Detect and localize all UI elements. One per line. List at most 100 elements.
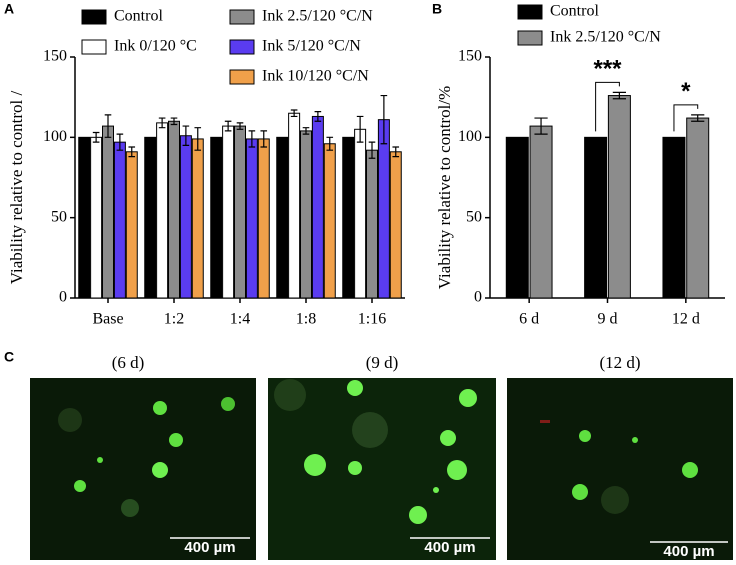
error-bar: [392, 146, 400, 158]
micrograph: [507, 378, 733, 560]
y-axis-label: Viability relative to control/%: [435, 86, 454, 289]
x-tick-label: 9 d: [598, 311, 618, 328]
error-bar: [356, 115, 364, 143]
error-bar: [612, 91, 626, 100]
legend-label: Ink 0/120 °C: [114, 38, 197, 55]
error-bar: [224, 120, 232, 132]
significance-label: ***: [593, 56, 622, 83]
bar: [125, 151, 138, 299]
significance-bracket: [595, 81, 620, 132]
error-bar: [534, 117, 548, 135]
error-bar: [248, 130, 256, 148]
error-bar: [194, 127, 202, 151]
error-bar: [290, 109, 298, 118]
legend-swatch: [81, 9, 107, 25]
image-caption: (9 d): [366, 353, 399, 372]
bar: [389, 151, 402, 299]
significance-label: *: [681, 78, 691, 105]
bar: [354, 128, 367, 299]
legend-label: Ink 2.5/120 °C/N: [262, 8, 373, 25]
bar: [505, 136, 529, 299]
y-tick-label: 150: [458, 48, 482, 65]
error-bar: [104, 114, 112, 138]
legend-swatch: [229, 69, 255, 85]
y-tick-label: 0: [474, 289, 482, 306]
bar: [377, 119, 390, 299]
legend-label: Ink 10/120 °C/N: [262, 68, 369, 85]
bar: [191, 138, 204, 299]
x-tick-label: 1:4: [230, 311, 250, 328]
legend-swatch: [517, 4, 543, 20]
bar: [90, 136, 103, 299]
y-tick-label: 50: [466, 208, 482, 225]
bar: [156, 122, 169, 299]
error-bar: [182, 125, 190, 146]
bar: [179, 135, 192, 299]
image-caption: (12 d): [599, 353, 640, 372]
bar: [276, 136, 289, 299]
bar: [342, 136, 355, 299]
bar: [686, 117, 710, 299]
bar: [662, 136, 686, 299]
bar: [168, 120, 180, 299]
bar: [288, 112, 301, 299]
bar: [323, 143, 336, 299]
bar: [300, 130, 312, 299]
y-tick-label: 50: [51, 208, 67, 225]
error-bar: [380, 94, 388, 145]
bar: [144, 136, 157, 299]
error-bar: [158, 117, 166, 129]
bar: [607, 95, 631, 299]
y-tick-label: 0: [59, 289, 67, 306]
error-bar: [691, 114, 705, 122]
bar: [210, 136, 223, 299]
legend-label: Ink 5/120 °C/N: [262, 38, 361, 55]
error-bar: [260, 130, 268, 148]
error-bar: [302, 127, 310, 135]
bar: [234, 125, 246, 299]
legend-swatch: [229, 9, 255, 25]
legend-swatch: [81, 39, 107, 55]
x-tick-label: 1:2: [164, 311, 184, 328]
legend-swatch: [229, 39, 255, 55]
panel-label: C: [4, 349, 14, 365]
y-tick-label: 150: [43, 48, 67, 65]
micrograph: [268, 378, 496, 560]
error-bar: [170, 117, 178, 126]
scale-bar-label: 400 µm: [184, 539, 235, 556]
y-tick-label: 100: [458, 128, 482, 145]
panel-label: A: [4, 1, 14, 17]
error-bar: [368, 141, 376, 159]
bar: [245, 138, 258, 299]
legend-label: Control: [550, 3, 599, 20]
legend-swatch: [517, 30, 543, 46]
bar: [222, 125, 235, 299]
bar: [113, 141, 126, 299]
error-bar: [116, 133, 124, 151]
bar: [529, 125, 553, 299]
y-tick-label: 100: [43, 128, 67, 145]
legend-label: Control: [114, 8, 163, 25]
panel-label: B: [432, 1, 442, 17]
bar: [78, 136, 91, 299]
error-bar: [128, 146, 136, 158]
error-bar: [314, 111, 322, 122]
scale-bar-label: 400 µm: [424, 539, 475, 556]
bar: [311, 115, 324, 299]
bar: [584, 136, 608, 299]
legend-label: Ink 2.5/120 °C/N: [550, 29, 661, 46]
bar: [257, 138, 270, 299]
image-caption: (6 d): [112, 353, 145, 372]
x-tick-label: 6 d: [519, 311, 539, 328]
bar: [366, 149, 378, 299]
error-bar: [326, 136, 334, 151]
x-tick-label: 1:16: [358, 311, 386, 328]
scale-bar-label: 400 µm: [663, 543, 714, 560]
x-tick-label: Base: [92, 311, 123, 328]
bar: [102, 125, 114, 299]
error-bar: [92, 131, 100, 143]
scale-bar: 400 µm 400 µm 400 µm: [170, 537, 728, 560]
micrograph: [30, 378, 256, 560]
significance-bracket: [673, 104, 699, 132]
